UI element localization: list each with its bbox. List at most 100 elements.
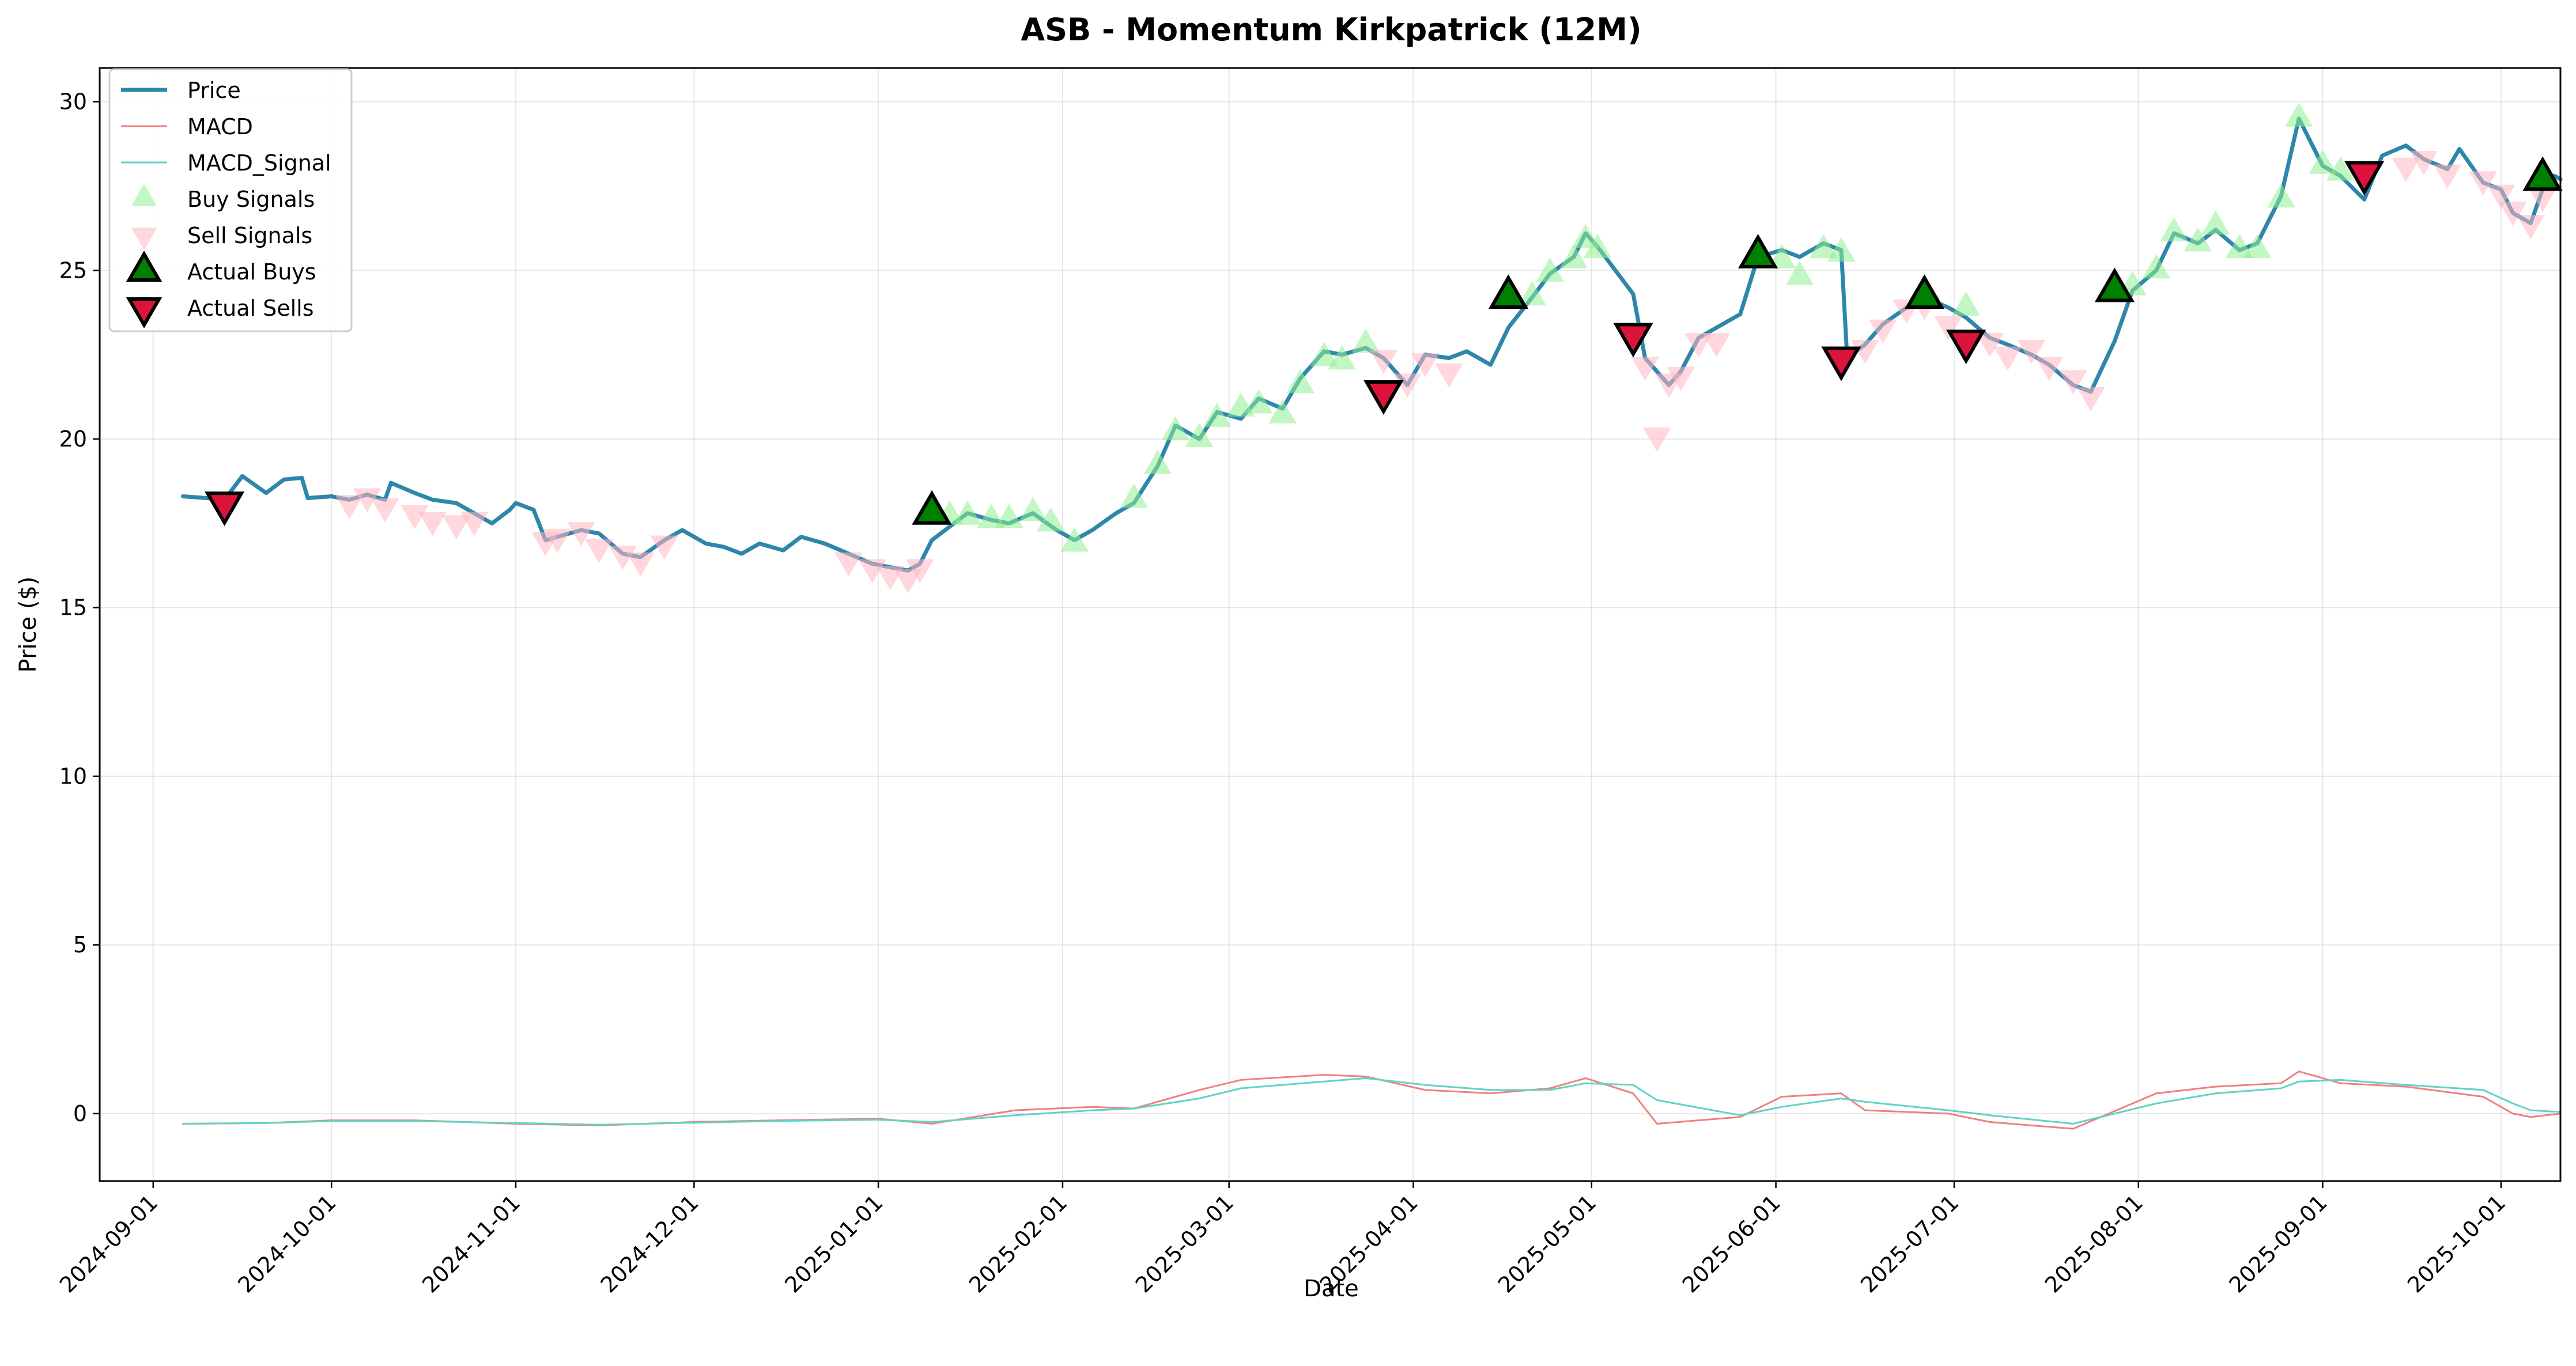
sell-signal-marker (1435, 363, 1463, 388)
legend-label: Price (187, 78, 241, 103)
sell-signal-marker (2392, 157, 2420, 182)
buy-signal-marker (1583, 234, 1612, 259)
sell-signal-marker (1869, 319, 1897, 344)
buy-signal-marker (1328, 345, 1356, 370)
y-tick-label: 30 (59, 89, 87, 115)
buy-signal-marker (1203, 402, 1232, 427)
actual-sell-marker (1946, 330, 1986, 365)
y-tick-label: 25 (59, 258, 87, 283)
actual-buy-marker (2094, 267, 2135, 302)
sell-signal-marker (567, 522, 595, 547)
sell-signal-marker (543, 528, 572, 553)
actual-buy-marker (912, 490, 952, 525)
buy-signal-marker (1185, 423, 1214, 447)
legend-swatch-actual-buy (126, 251, 163, 282)
buy-signal-marker (1310, 342, 1338, 366)
buy-signal-marker (1245, 389, 1273, 414)
actual-sell-marker (1613, 323, 1653, 358)
y-axis-ticks: 0 5 10 15 20 25 30 (59, 89, 100, 1126)
buy-signal-marker (1952, 291, 1980, 316)
buy-signal-marker (2267, 183, 2295, 208)
buy-signal-marker (1785, 261, 1814, 285)
actual-sell-marker (1363, 380, 1404, 415)
actual-buy-marker (2522, 156, 2563, 191)
buy-signal-marker (1827, 237, 1856, 262)
buy-signal-marker (2284, 102, 2313, 127)
y-tick-label: 0 (73, 1101, 87, 1126)
sell-signal-marker (626, 552, 655, 577)
buy-signal-marker (1559, 244, 1588, 268)
buy-signal-marker (2326, 156, 2355, 181)
grid (100, 68, 2560, 1181)
legend-label: Actual Sells (187, 296, 314, 321)
sell-signal-marker (1934, 316, 1962, 340)
sell-signal-marker (1631, 357, 1659, 381)
legend-swatch-actual-sell (126, 297, 163, 328)
sell-signal-marker (401, 505, 429, 529)
buy-signal-marker (1060, 527, 1089, 552)
y-tick-label: 20 (59, 426, 87, 452)
legend-label: Buy Signals (187, 187, 315, 212)
sell-signal-marker (609, 546, 637, 570)
buy-signal-marker (1143, 449, 1172, 474)
buy-signal-marker (1037, 507, 1065, 532)
y-tick-label: 10 (59, 764, 87, 789)
sell-signal-marker (1684, 333, 1713, 358)
sell-signal-marker (2059, 370, 2087, 395)
actual-trade-markers (205, 156, 2563, 527)
legend-swatch-sell-signal (131, 228, 157, 250)
sell-signal-marker (371, 498, 399, 523)
legend-label: MACD (187, 114, 253, 139)
buy-signal-marker (2142, 254, 2170, 279)
macd-lines (182, 1070, 2562, 1130)
actual-buy-marker (1738, 233, 1778, 268)
sell-signal-marker (1976, 333, 2004, 358)
sell-signal-marker (1993, 346, 2022, 371)
sell-signal-marker (442, 515, 471, 540)
buy-signal-marker (1019, 497, 1047, 521)
sell-signal-marker (2076, 387, 2105, 411)
legend-label: MACD_Signal (187, 150, 331, 176)
buy-signal-marker (2243, 234, 2272, 259)
buy-signal-marker (995, 504, 1023, 528)
buy-signal-marker (977, 504, 1006, 528)
buy-signal-marker (1536, 258, 1564, 282)
sell-signal-marker (2528, 188, 2557, 213)
legend-swatch-buy-signal (131, 184, 157, 206)
y-axis-label: Price ($) (15, 577, 41, 673)
sell-signal-marker (1393, 373, 1422, 398)
sell-signal-marker (858, 559, 887, 584)
buy-signal-marker (2225, 234, 2254, 259)
chart-title: ASB - Momentum Kirkpatrick (12M) (1021, 12, 1641, 48)
buy-signal-marker (1809, 234, 1838, 259)
sell-signal-marker (585, 539, 613, 563)
sell-signal-marker (418, 512, 447, 536)
sell-signal-marker (2487, 184, 2515, 209)
sell-signal-marker (2499, 201, 2527, 226)
sell-signal-marker (1643, 427, 1671, 452)
sell-signal-marker (650, 535, 679, 560)
sell-signal-marker (353, 488, 382, 513)
sell-signal-marker (335, 495, 364, 520)
buy-signal-marker (2309, 149, 2337, 174)
buy-signal-marker (1572, 224, 1600, 248)
legend-label: Sell Signals (187, 223, 312, 248)
sell-signal-marker (906, 559, 934, 584)
actual-buy-marker (1488, 274, 1529, 309)
sell-signal-marker (2433, 164, 2462, 189)
sell-signal-marker (1369, 350, 1398, 374)
buy-signal-marker (2160, 217, 2188, 241)
sell-signal-marker (1851, 339, 1879, 364)
sell-signal-marker (1702, 333, 1731, 358)
buy-signal-marker (1286, 369, 1315, 393)
sell-signal-marker (460, 512, 488, 536)
buy-signal-marker (953, 500, 982, 525)
x-axis-label: Date (1304, 1276, 1359, 1302)
actual-sell-marker (205, 491, 245, 527)
buy-signal-marker (1351, 328, 1380, 353)
macd-signal-line (182, 1077, 2562, 1126)
y-tick-label: 15 (59, 595, 87, 620)
legend-box (108, 68, 353, 332)
